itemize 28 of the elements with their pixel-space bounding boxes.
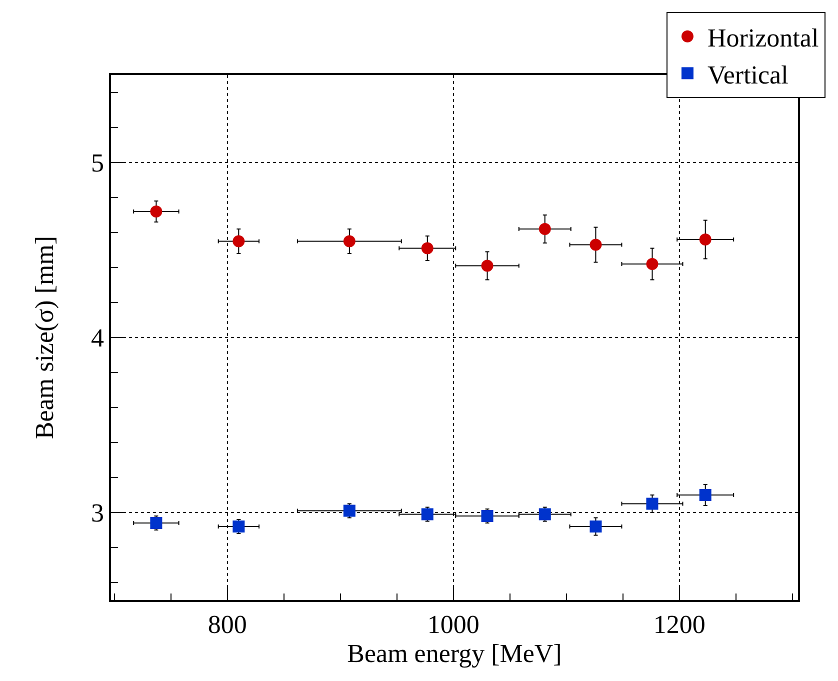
legend-label: Horizontal (707, 24, 819, 53)
y-axis-title: Beam size(σ) [mm] (30, 236, 59, 440)
legend-label: Vertical (707, 60, 788, 90)
x-tick-label: 800 (208, 610, 247, 639)
point (590, 520, 602, 532)
point (481, 260, 494, 272)
point (699, 489, 712, 501)
point (590, 238, 602, 251)
point (481, 510, 494, 522)
point (343, 235, 356, 248)
point (421, 242, 434, 254)
x-tick-label: 1200 (653, 610, 706, 639)
point (343, 504, 356, 517)
point (646, 498, 658, 510)
y-tick-label: 4 (91, 324, 104, 353)
point (421, 508, 434, 520)
point (538, 508, 551, 520)
y-tick-label: 5 (91, 148, 104, 178)
y-tick-label: 3 (91, 498, 104, 528)
x-axis-title: Beam energy [MeV] (347, 638, 562, 668)
point (646, 258, 658, 270)
point (699, 234, 712, 246)
x-tick-label: 1000 (427, 610, 480, 639)
point (538, 223, 551, 235)
point (232, 520, 245, 532)
point (150, 517, 162, 529)
point (150, 206, 162, 218)
point (232, 235, 245, 248)
